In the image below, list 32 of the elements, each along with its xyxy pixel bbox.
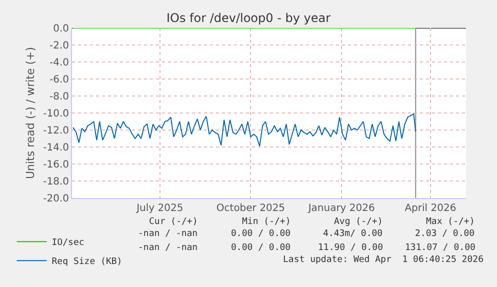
- y-tick-label: -12.0: [43, 126, 69, 136]
- legend-label: IO/sec: [52, 238, 84, 248]
- text: Cur (-/+): [149, 217, 198, 227]
- x-tick-label: January 2026: [307, 203, 375, 214]
- text: Avg (-/+): [334, 217, 383, 227]
- y-tick-label: -8.0: [49, 92, 69, 102]
- text: 131.07 / 0.00: [405, 243, 476, 253]
- y-tick-label: 0.0: [53, 24, 69, 34]
- x-tick-label: April 2026: [404, 203, 456, 214]
- text: 11.90 / 0.00: [318, 243, 384, 253]
- legend-label: Req Size (KB): [52, 257, 122, 268]
- text: -nan / -nan: [138, 229, 198, 239]
- y-tick-label: -14.0: [43, 142, 69, 154]
- y-tick-label: -10.0: [43, 108, 69, 120]
- y-tick-label: -18.0: [43, 176, 69, 188]
- y-tick-label: -4.0: [49, 58, 69, 68]
- text: 2.03 / 0.00: [415, 229, 475, 239]
- text: -nan / -nan: [138, 243, 198, 253]
- y-axis-title: Units read (-) / write (+): [24, 46, 37, 180]
- y-tick-label: -16.0: [43, 160, 69, 170]
- text: 0.00 / 0.00: [231, 229, 291, 239]
- y-tick-label: -2.0: [49, 40, 69, 52]
- text: Min (-/+): [242, 217, 291, 227]
- y-tick-label: -6.0: [49, 74, 69, 86]
- text: 4.43m/ 0.00: [323, 229, 383, 239]
- chart-title: IOs for /dev/loop0 - by year: [166, 11, 331, 26]
- text: Max (-/+): [426, 217, 475, 227]
- text: Last update: Wed Apr 1 06:40:25 2026: [283, 255, 484, 265]
- x-tick-label: July 2025: [136, 203, 184, 214]
- y-tick-label: -20.0: [43, 194, 69, 204]
- text: 0.00 / 0.00: [231, 243, 291, 253]
- x-tick-label: October 2025: [216, 203, 286, 214]
